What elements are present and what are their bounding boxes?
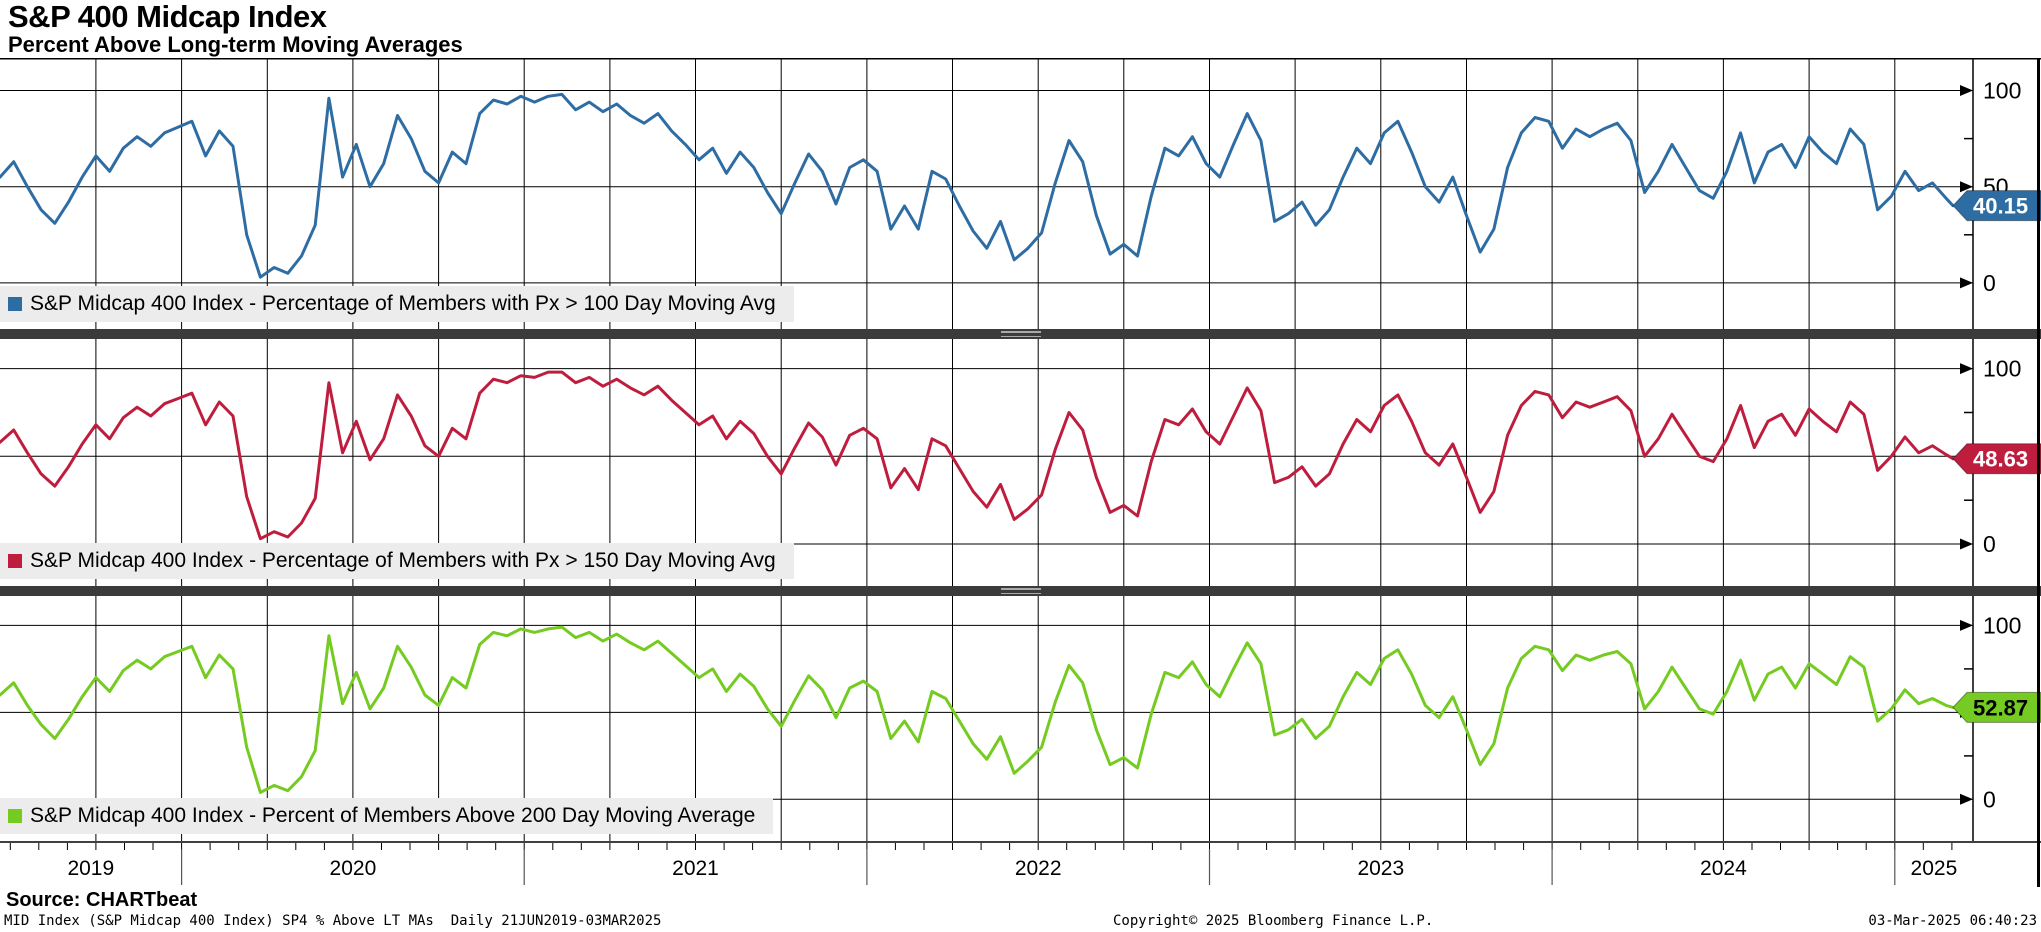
copyright-label: Copyright© 2025 Bloomberg Finance L.P.: [1113, 913, 1434, 929]
panel-divider[interactable]: [0, 329, 2041, 339]
panel-px-gt-100dma: 0 50 100 40.15 S&P Midcap 400 Index - Perce…: [0, 58, 2041, 329]
drag-handle-icon[interactable]: [1000, 588, 1041, 594]
page-title: S&P 400 Midcap Index: [8, 0, 327, 34]
legend: S&P Midcap 400 Index - Percentage of Mem…: [0, 286, 794, 322]
panel-divider[interactable]: [0, 586, 2041, 596]
series-line: [0, 625, 1955, 794]
panel-above-200dma: 05010052.87 S&P Midcap 400 Index - Perce…: [0, 596, 2041, 841]
panel-plot-150dma: 05010048.63: [0, 339, 2041, 586]
y-axis-label: 0: [1983, 786, 1996, 812]
last-value-text: 40.15: [1973, 194, 2028, 219]
legend: S&P Midcap 400 Index - Percent of Member…: [0, 798, 774, 834]
axis-arrow-icon: [1960, 538, 1973, 550]
axis-arrow-icon: [1960, 181, 1973, 193]
chart-subtitle: Percent Above Long-term Moving Averages: [8, 32, 463, 57]
series-line: [0, 92, 1955, 279]
x-axis: 2019 2020 2021 2022 2023 2024 2025: [0, 841, 2041, 885]
legend-label: S&P Midcap 400 Index - Percent of Member…: [30, 804, 756, 827]
x-axis-year-label: 2019: [67, 857, 114, 880]
x-axis-year-label: 2022: [1015, 857, 1062, 880]
series-line: [0, 370, 1955, 541]
last-value-badge: [1952, 190, 2041, 222]
axis-arrow-icon: [1960, 277, 1973, 289]
x-axis-band: 2019 2020 2021 2022 2023 2024 2025: [0, 841, 2041, 887]
x-axis-year-label: 2023: [1357, 857, 1404, 880]
legend-swatch-icon: [8, 554, 22, 568]
y-axis-label: 0: [1983, 531, 1996, 557]
security-meta-label: MID Index (S&P Midcap 400 Index) SP4 % A…: [4, 913, 662, 929]
last-value-text: 48.63: [1973, 447, 2028, 472]
last-value-badge: [1952, 443, 2041, 475]
last-value-badge: [1952, 691, 2041, 723]
legend-swatch-icon: [8, 809, 22, 823]
chart-header: S&P 400 Midcap Index Percent Above Long-…: [8, 0, 463, 56]
y-axis-label: 0: [1983, 270, 1996, 296]
axis-arrow-icon: [1960, 619, 1973, 631]
chart-footer: Source: CHARTbeat MID Index (S&P Midcap …: [0, 887, 2041, 932]
legend-label: S&P Midcap 400 Index - Percentage of Mem…: [30, 292, 776, 315]
chart-right-border: [2037, 58, 2040, 887]
source-label: Source: CHARTbeat: [6, 889, 198, 911]
legend: S&P Midcap 400 Index - Percentage of Mem…: [0, 543, 794, 579]
legend-label: S&P Midcap 400 Index - Percentage of Mem…: [30, 549, 776, 572]
axis-arrow-icon: [1960, 793, 1973, 805]
panel-px-gt-150dma: 05010048.63 S&P Midcap 400 Index - Perce…: [0, 339, 2041, 586]
axis-arrow-icon: [1960, 85, 1973, 96]
x-axis-year-label: 2024: [1700, 857, 1747, 880]
x-axis-year-label: 2020: [330, 857, 377, 880]
x-axis-year-label: 2025: [1911, 857, 1958, 880]
y-axis-label: 100: [1983, 612, 2021, 638]
x-axis-year-label: 2021: [672, 857, 719, 880]
y-axis-label: 100: [1983, 78, 2021, 104]
drag-handle-icon[interactable]: [1000, 331, 1041, 337]
y-axis-label: 100: [1983, 356, 2021, 382]
legend-swatch-icon: [8, 297, 22, 311]
timestamp-label: 03-Mar-2025 06:40:23: [1868, 913, 2037, 929]
axis-arrow-icon: [1960, 363, 1973, 375]
last-value-text: 52.87: [1973, 695, 2028, 720]
